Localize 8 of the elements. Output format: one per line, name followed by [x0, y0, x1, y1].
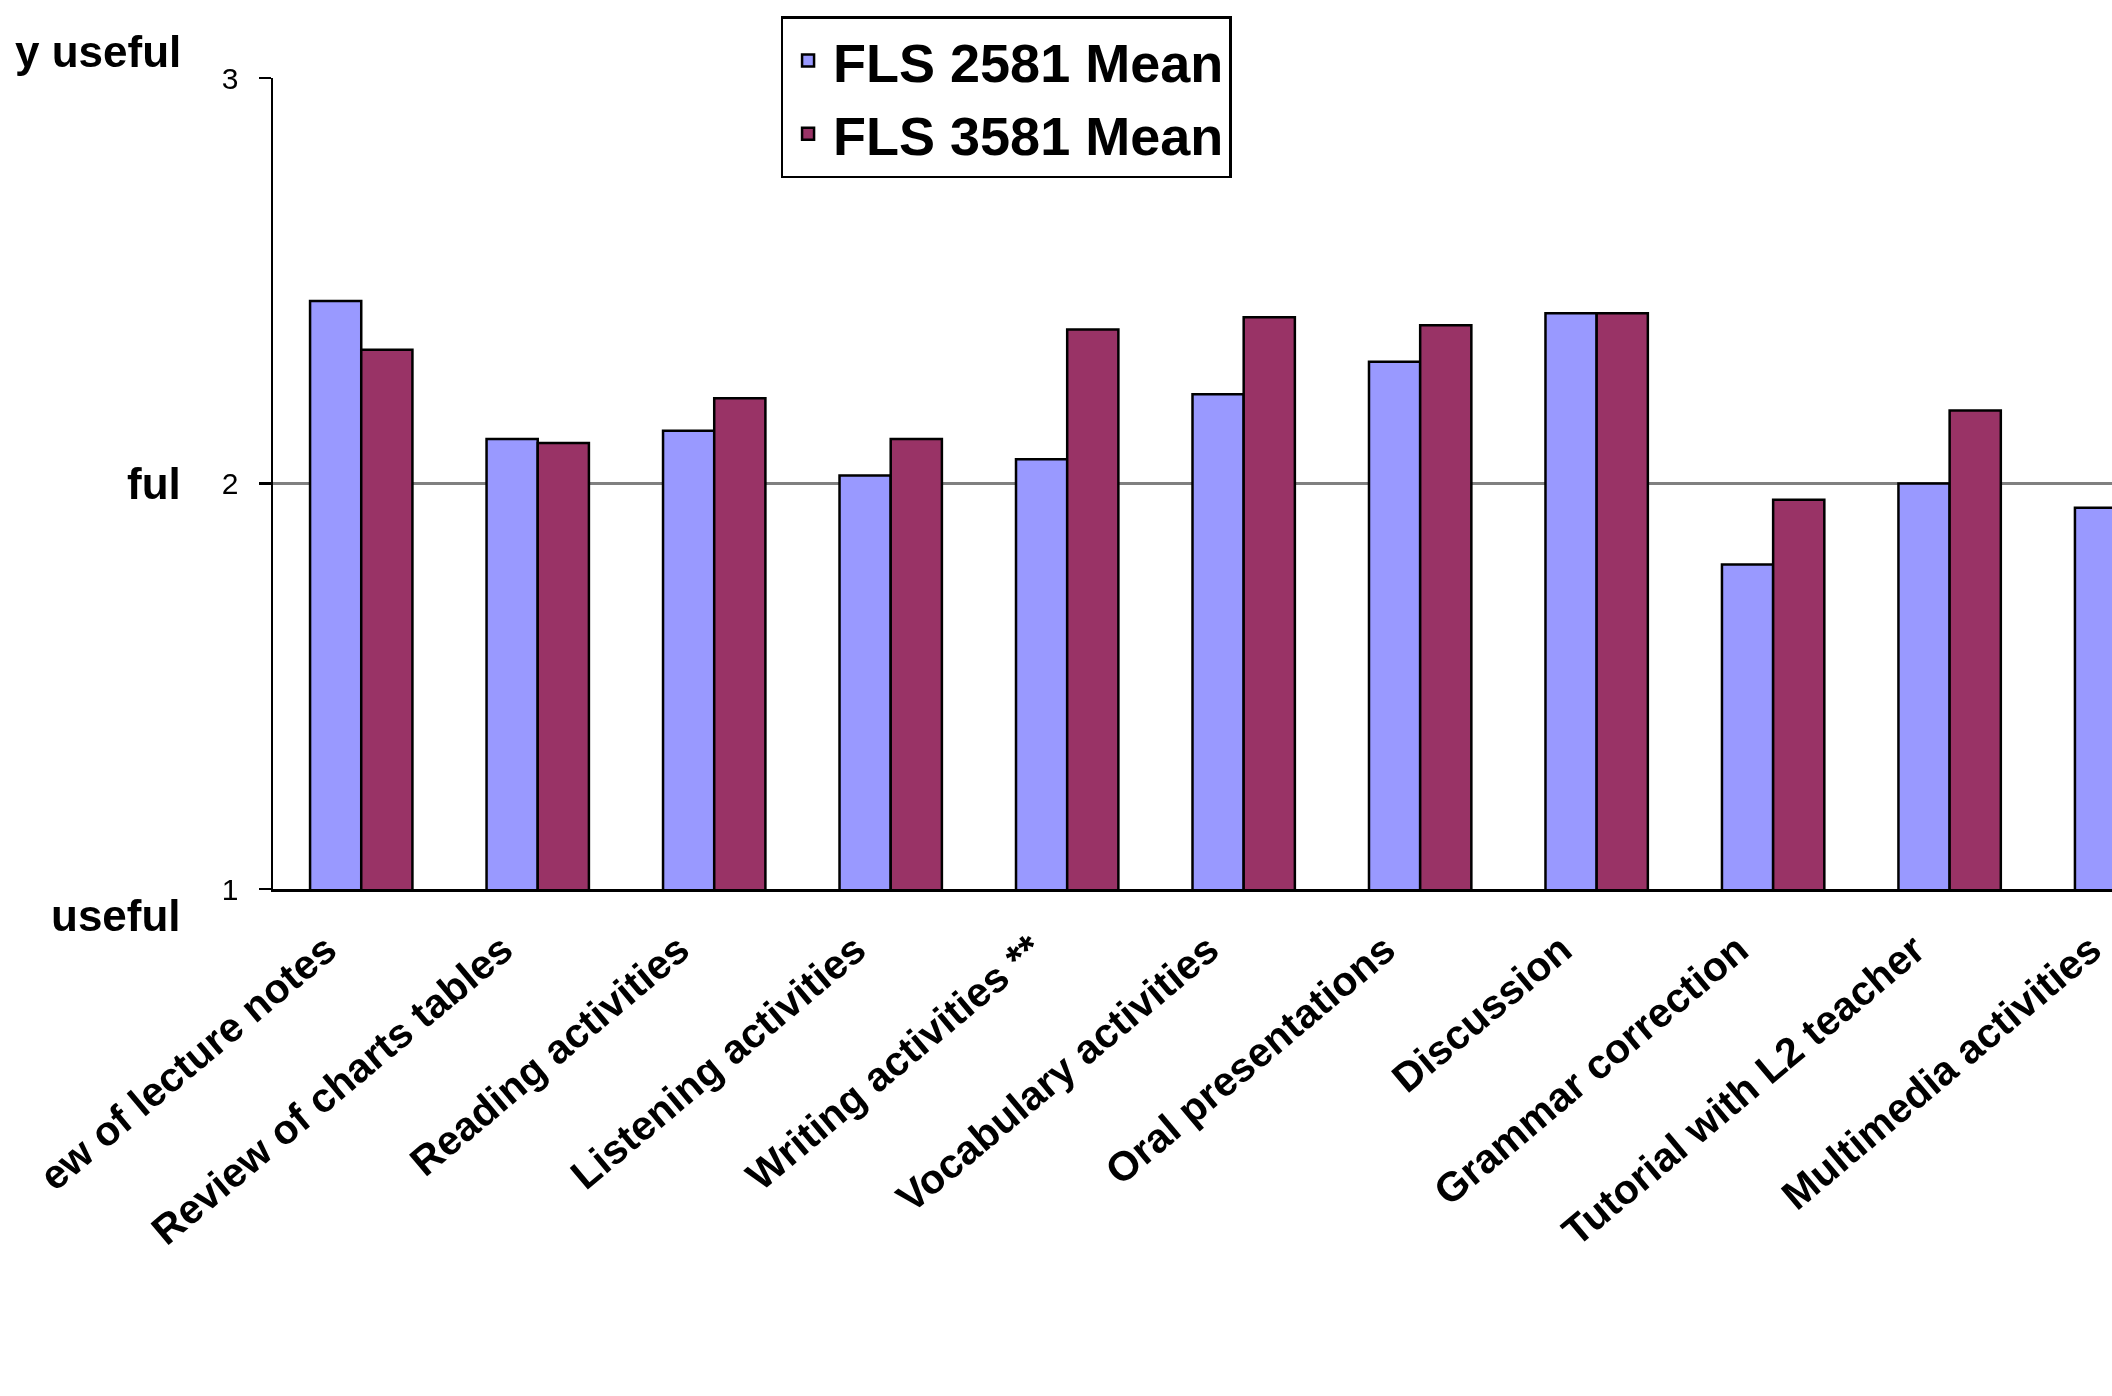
legend-label: FLS 3581 Mean [833, 105, 1224, 166]
text: useful [51, 891, 181, 940]
text: ful [127, 459, 181, 508]
legend-label: FLS 2581 Mean [833, 32, 1224, 93]
y-tick-label: 2 [221, 467, 239, 500]
y-tick-label: 1 [221, 872, 239, 906]
text: y useful [15, 27, 182, 76]
y-tick-label: 3 [221, 61, 239, 95]
